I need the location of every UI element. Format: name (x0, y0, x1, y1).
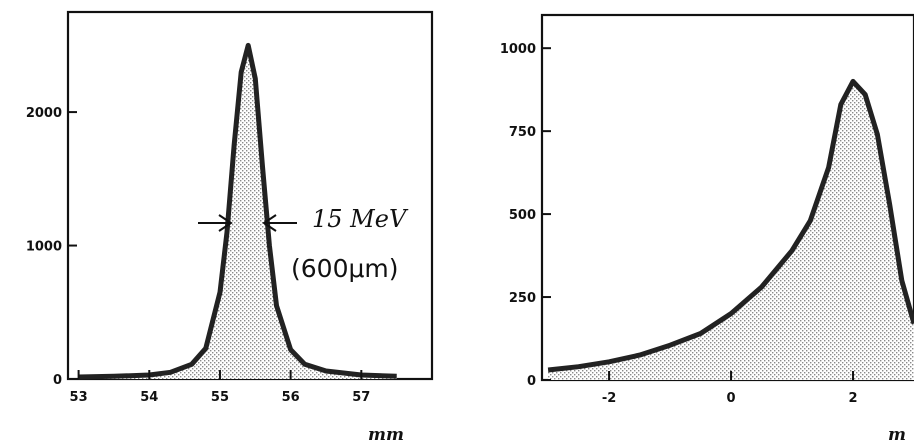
left-histogram-fill (78, 45, 397, 380)
right-histogram-fill (548, 81, 914, 381)
fwhm-arrows (198, 214, 297, 232)
y-tick-label: 500 (509, 208, 536, 223)
left-histogram-curve (78, 42, 397, 380)
x-tick-label: 56 (282, 390, 300, 405)
right-y-ticks: 0 250 500 750 1000 (500, 42, 551, 389)
right-histogram: -2 0 2 0 250 500 750 1000 m (500, 13, 914, 443)
x-tick-label: 55 (211, 390, 229, 405)
right-histogram-curve (547, 78, 914, 373)
y-tick-label: 1000 (26, 240, 62, 255)
y-tick-label: 1000 (500, 42, 536, 57)
left-histogram: 53 54 55 56 57 0 1000 2000 15 MeV (600μm) mm (26, 10, 434, 443)
x-tick-label: 0 (727, 391, 736, 406)
left-y-ticks: 0 1000 2000 (26, 106, 77, 388)
y-tick-label: 750 (509, 125, 536, 140)
x-tick-label: 57 (352, 390, 370, 405)
y-tick-label: 0 (53, 373, 62, 388)
left-x-ticks: 53 54 55 56 57 (70, 370, 370, 405)
x-tick-label: 2 (848, 391, 857, 406)
left-x-axis-label: mm (368, 425, 404, 443)
y-tick-label: 2000 (26, 106, 62, 121)
y-tick-label: 250 (509, 291, 536, 306)
energy-resolution-label: 15 MeV (312, 205, 409, 233)
y-tick-label: 0 (527, 374, 536, 389)
spatial-resolution-label: (600μm) (291, 254, 398, 283)
right-x-ticks: -2 0 2 (602, 371, 858, 406)
x-tick-label: -2 (602, 391, 616, 406)
right-x-axis-label: m (888, 425, 906, 443)
x-tick-label: 53 (70, 390, 88, 405)
x-tick-label: 54 (140, 390, 158, 405)
